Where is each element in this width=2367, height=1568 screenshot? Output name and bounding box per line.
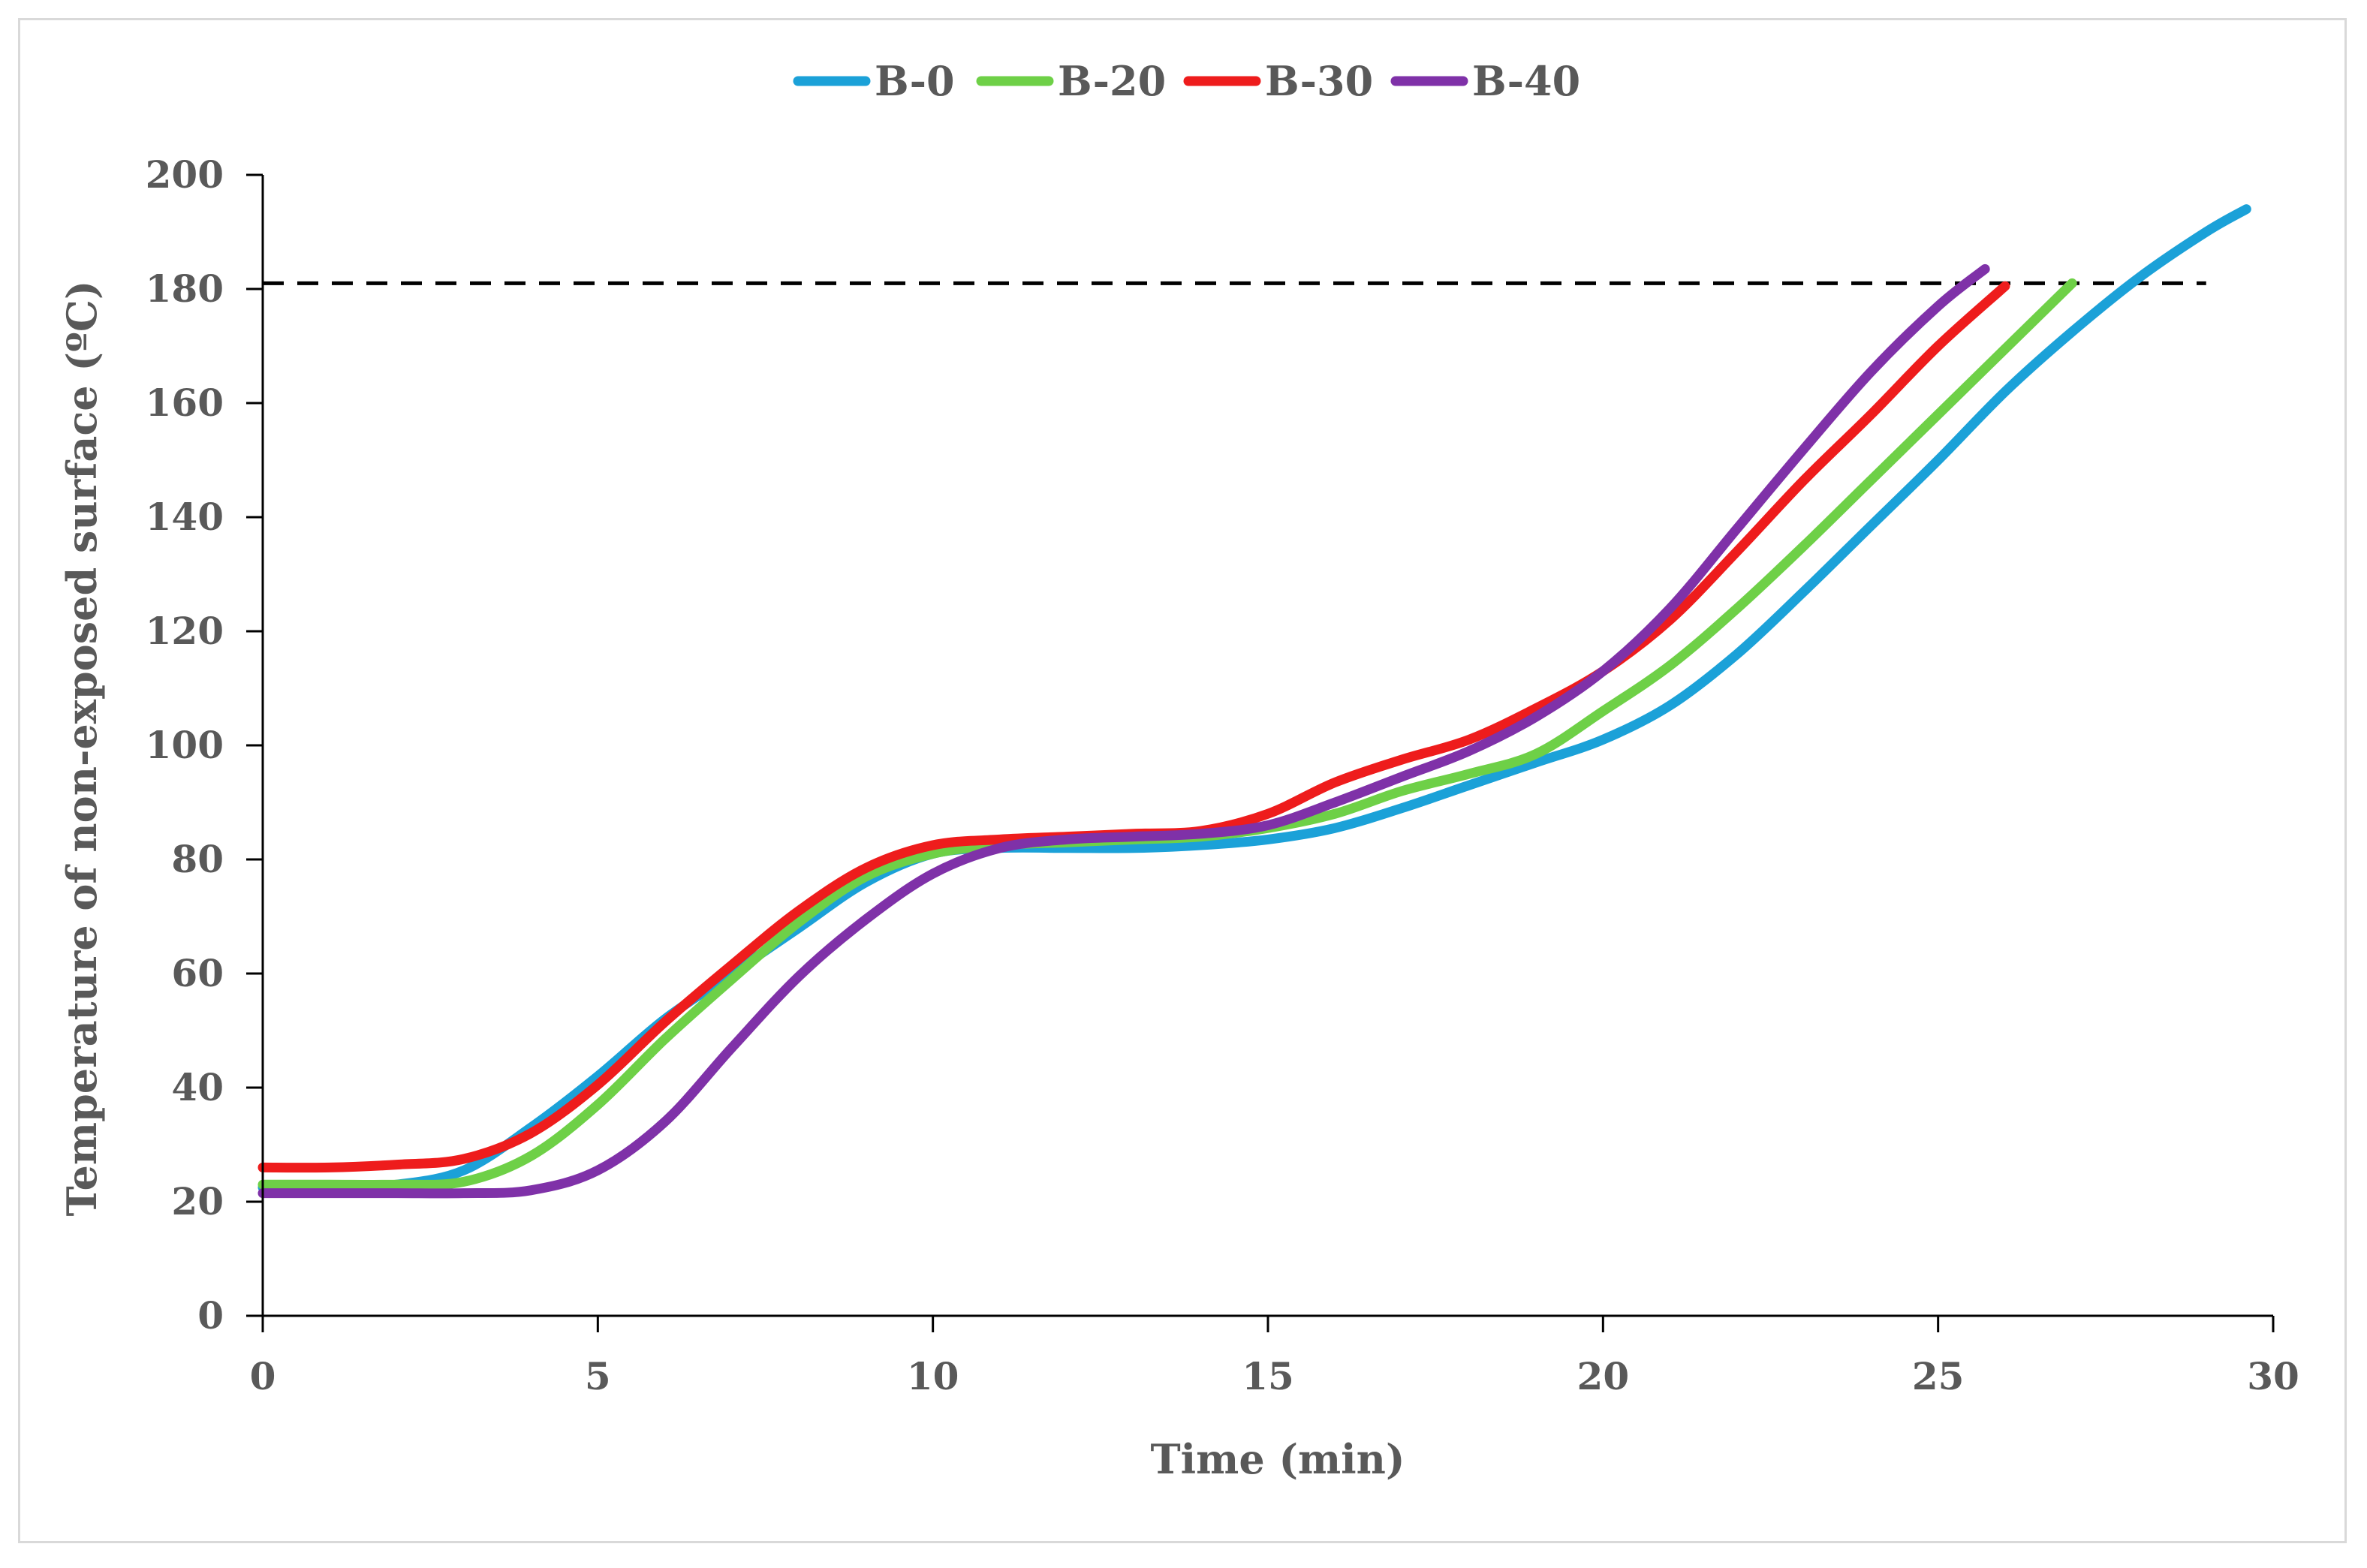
legend-item-b-30: B-30: [1183, 57, 1373, 105]
x-tick-label: 25: [1912, 1354, 1965, 1398]
legend-label: B-30: [1265, 57, 1373, 105]
legend-item-b-20: B-20: [976, 57, 1166, 105]
plot-area: [257, 204, 2251, 1199]
y-tick-label: 20: [171, 1179, 224, 1223]
y-tick-label: 40: [171, 1065, 224, 1109]
legend-item-b-0: B-0: [793, 57, 955, 105]
legend-label: B-40: [1472, 57, 1580, 105]
x-tick-label: 5: [585, 1354, 611, 1398]
legend-label: B-0: [875, 57, 955, 105]
legend: B-0 B-20 B-30 B-40: [793, 57, 1580, 105]
y-tick-label: 60: [171, 951, 224, 995]
chart-frame: [18, 18, 2347, 1543]
series-line-b-20: [257, 278, 2077, 1190]
y-axis-title: Temperature of non-exposed surface (ºC): [58, 281, 106, 1217]
y-tick-label: 80: [171, 837, 224, 881]
y-tick-label: 0: [197, 1293, 224, 1338]
x-axis-title: Time (min): [1150, 1435, 1405, 1483]
legend-item-b-40: B-40: [1390, 57, 1580, 105]
y-tick-label: 100: [146, 723, 224, 767]
y-tick-label: 180: [146, 266, 224, 311]
legend-label: B-20: [1058, 57, 1166, 105]
x-tick-label: 10: [907, 1354, 959, 1398]
x-tick-label: 15: [1242, 1354, 1294, 1398]
y-tick-label: 140: [146, 495, 224, 539]
y-tick-label: 200: [146, 152, 224, 197]
series-line-b-30: [257, 281, 2010, 1173]
x-tick-label: 0: [250, 1354, 276, 1398]
series-line-b-0: [257, 204, 2251, 1193]
x-tick-label: 30: [2247, 1354, 2299, 1398]
series-line-b-40: [257, 263, 1990, 1199]
x-tick-label: 20: [1577, 1354, 1630, 1398]
y-tick-label: 160: [146, 381, 224, 425]
axes: 0 20 40 60 80 100 120 140 160 180 200 0 5 10 15 20 25 30: [146, 152, 2299, 1398]
y-tick-label: 120: [146, 609, 224, 653]
